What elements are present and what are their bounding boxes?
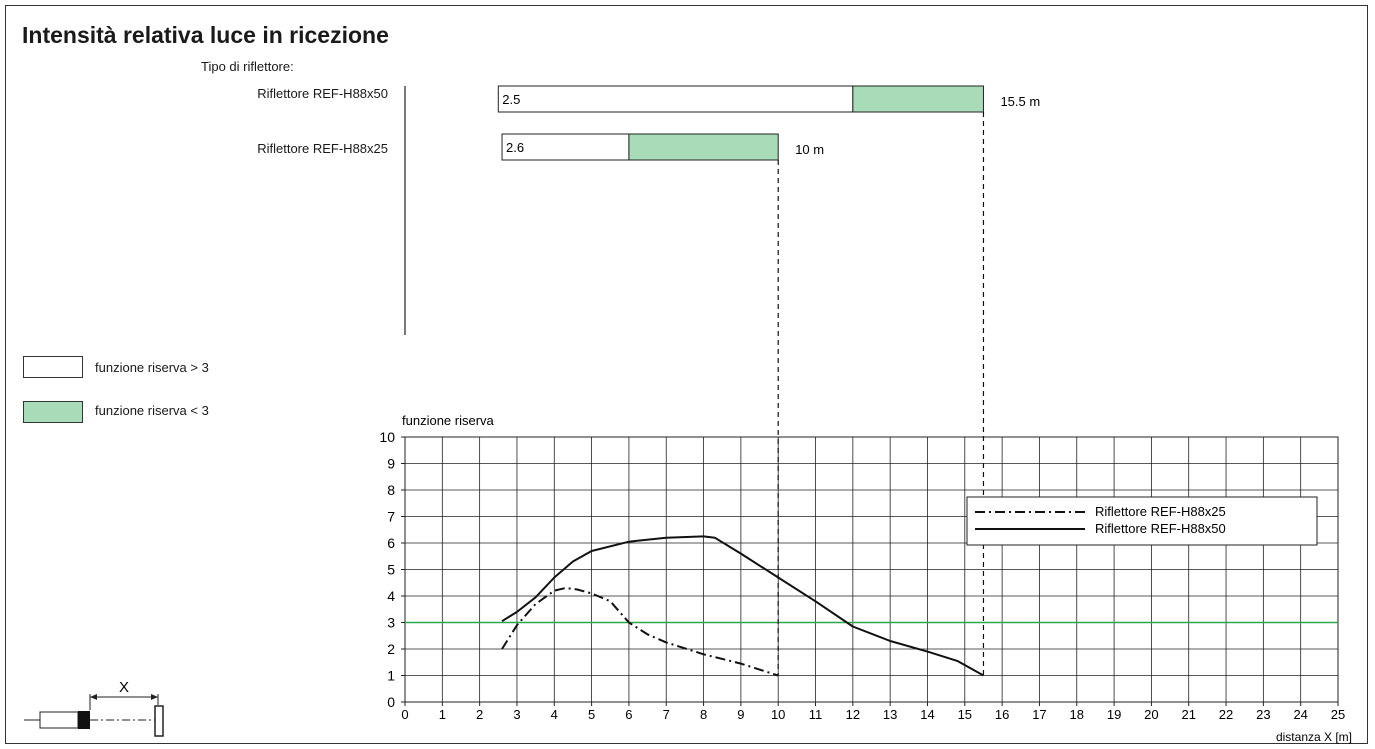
reflector-label-h88x50: Riflettore REF-H88x50 bbox=[257, 86, 388, 101]
distance-x-label: X bbox=[119, 679, 129, 696]
series-line-h88x50 bbox=[501, 535, 984, 677]
x-tick-label: 7 bbox=[663, 707, 670, 722]
legend-swatch-reserve-below bbox=[23, 401, 83, 423]
x-tick-label: 2 bbox=[476, 707, 483, 722]
y-tick-label: 10 bbox=[379, 429, 395, 445]
x-tick-label: 6 bbox=[625, 707, 632, 722]
y-axis-label: funzione riserva bbox=[402, 413, 495, 428]
range-bar-below-h88x25 bbox=[628, 133, 779, 161]
x-tick-label: 24 bbox=[1293, 707, 1307, 722]
x-tick-label: 17 bbox=[1032, 707, 1046, 722]
x-tick-label: 14 bbox=[920, 707, 934, 722]
legend-entry-h88x50: Riflettore REF-H88x50 bbox=[1095, 521, 1226, 536]
y-tick-label: 0 bbox=[387, 694, 395, 710]
legend-label-reserve-above: funzione riserva > 3 bbox=[95, 360, 209, 375]
range-guides bbox=[777, 112, 985, 676]
range-bar-above-h88x50 bbox=[497, 85, 854, 113]
x-axis-label: distanza X [m] bbox=[1276, 730, 1352, 744]
x-tick-label: 16 bbox=[995, 707, 1009, 722]
x-tick-label: 0 bbox=[401, 707, 408, 722]
reflector-type-label: Tipo di riflettore: bbox=[201, 59, 294, 74]
y-tick-label: 2 bbox=[387, 641, 395, 657]
x-tick-label: 12 bbox=[846, 707, 860, 722]
x-tick-label: 5 bbox=[588, 707, 595, 722]
chart-legend bbox=[966, 496, 1318, 546]
y-tick-label: 8 bbox=[387, 482, 395, 498]
sensor-reflector-diagram: X bbox=[24, 679, 164, 737]
x-tick-label: 9 bbox=[737, 707, 744, 722]
x-tick-label: 22 bbox=[1219, 707, 1233, 722]
x-tick-label: 21 bbox=[1181, 707, 1195, 722]
reflector-range-bars: 2.5 15.5 m 2.6 10 m bbox=[497, 85, 1040, 161]
y-tick-label: 5 bbox=[387, 562, 395, 578]
y-tick-label: 7 bbox=[387, 509, 395, 525]
figure-frame bbox=[5, 5, 1368, 744]
x-tick-label: 25 bbox=[1331, 707, 1345, 722]
legend-label-reserve-below: funzione riserva < 3 bbox=[95, 403, 209, 418]
legend-swatch-reserve-above bbox=[23, 356, 83, 378]
x-tick-label: 8 bbox=[700, 707, 707, 722]
range-start-h88x50: 2.5 bbox=[502, 92, 520, 107]
y-tick-label: 1 bbox=[387, 668, 395, 684]
x-tick-label: 19 bbox=[1107, 707, 1121, 722]
x-tick-label: 13 bbox=[883, 707, 897, 722]
x-tick-label: 4 bbox=[551, 707, 558, 722]
range-start-h88x25: 2.6 bbox=[506, 140, 524, 155]
reflector-icon bbox=[154, 705, 164, 737]
figure-title: Intensità relativa luce in ricezione bbox=[22, 22, 389, 48]
x-tick-label: 18 bbox=[1070, 707, 1084, 722]
range-end-h88x50: 15.5 m bbox=[1000, 94, 1040, 109]
y-tick-label: 9 bbox=[387, 456, 395, 472]
x-tick-label: 10 bbox=[771, 707, 785, 722]
y-tick-label: 3 bbox=[387, 615, 395, 631]
x-tick-label: 11 bbox=[809, 707, 823, 722]
series-line-h88x25 bbox=[501, 587, 779, 677]
x-tick-label: 23 bbox=[1256, 707, 1270, 722]
chart-grid bbox=[404, 436, 1339, 703]
axis-ticks: 0 1 2 3 4 5 6 7 8 9 10 11 12 13 14 15 16 17 18 19 20 21 22 23 24… bbox=[379, 429, 1345, 722]
legend-entry-h88x25: Riflettore REF-H88x25 bbox=[1095, 504, 1226, 519]
reflector-label-h88x25: Riflettore REF-H88x25 bbox=[257, 141, 388, 156]
sensor-icon bbox=[78, 711, 90, 729]
range-bar-below-h88x50 bbox=[852, 85, 984, 113]
x-tick-label: 3 bbox=[513, 707, 520, 722]
range-end-h88x25: 10 m bbox=[795, 142, 824, 157]
y-tick-label: 4 bbox=[387, 588, 395, 604]
chart-series bbox=[501, 535, 984, 677]
x-tick-label: 1 bbox=[439, 707, 446, 722]
x-tick-label: 20 bbox=[1144, 707, 1158, 722]
y-tick-label: 6 bbox=[387, 535, 395, 551]
x-tick-label: 15 bbox=[958, 707, 972, 722]
